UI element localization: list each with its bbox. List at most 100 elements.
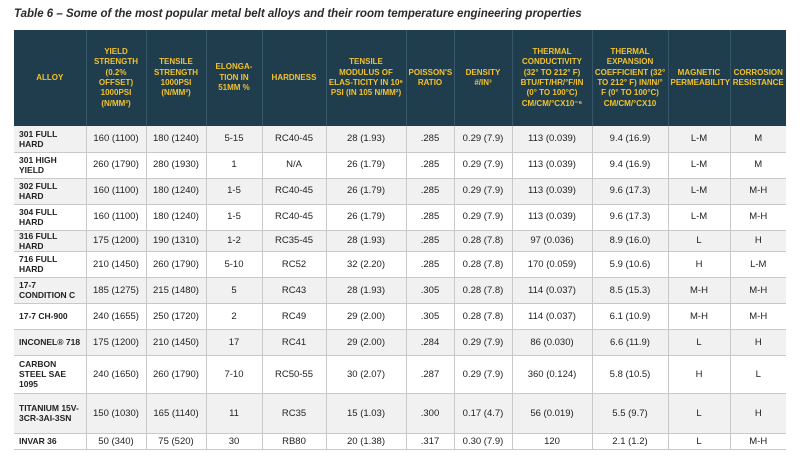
column-header: ELONGA-TION IN 51MM % xyxy=(206,30,263,126)
table-cell: 360 (0.124) xyxy=(512,355,593,394)
table-cell: H xyxy=(730,393,786,434)
table-cell: 1-5 xyxy=(206,204,263,231)
table-cell: 260 (1790) xyxy=(86,152,147,179)
table-cell: 29 (2.00) xyxy=(326,303,407,330)
table-row: 301 HIGH YIELD 260 (1790) 280 (1930) 1 N/A 26… xyxy=(14,152,786,179)
table-row: 716 FULL HARD 210 (1450) 260 (1790) 5-10 RC5… xyxy=(14,251,786,278)
table-cell: 2 xyxy=(206,303,263,330)
table-cell: 97 (0.036) xyxy=(512,230,593,252)
table-cell: 180 (1240) xyxy=(146,204,207,231)
table-cell: 50 (340) xyxy=(86,433,147,450)
table-row: INCONEL® 718 175 (1200) 210 (1450) 17 RC41 29… xyxy=(14,329,786,356)
alloy-name-cell: INVAR 36 xyxy=(14,433,87,450)
alloy-name-cell: 301 FULL HARD xyxy=(14,126,87,153)
table-cell: L-M xyxy=(668,178,731,205)
table-cell: 0.29 (7.9) xyxy=(454,152,513,179)
table-cell: L-M xyxy=(730,251,786,278)
table-cell: 210 (1450) xyxy=(146,329,207,356)
table-cell: 175 (1200) xyxy=(86,329,147,356)
column-header: THERMAL EXPANSION COEFFICIENT (32° TO 21… xyxy=(592,30,669,126)
table-cell: 0.29 (7.9) xyxy=(454,126,513,153)
table-cell: H xyxy=(668,251,731,278)
table-cell: 260 (1790) xyxy=(146,355,207,394)
table-row: INVAR 36 50 (340) 75 (520) 30 RB80 20 (1.38).… xyxy=(14,433,786,450)
table-cell: .285 xyxy=(406,178,455,205)
table-cell: RC40-45 xyxy=(262,126,327,153)
table-cell: 5.5 (9.7) xyxy=(592,393,669,434)
table-cell: 26 (1.79) xyxy=(326,152,407,179)
table-cell: 190 (1310) xyxy=(146,230,207,252)
table-cell: 6.6 (11.9) xyxy=(592,329,669,356)
table-cell: RB80 xyxy=(262,433,327,450)
table-cell: .305 xyxy=(406,277,455,304)
table-cell: M-H xyxy=(730,303,786,330)
table-cell: 210 (1450) xyxy=(86,251,147,278)
table-cell: .300 xyxy=(406,393,455,434)
table-cell: 150 (1030) xyxy=(86,393,147,434)
table-body: 301 FULL HARD 160 (1100) 180 (1240) 5-15 RC4… xyxy=(14,126,786,450)
alloy-name-cell: CARBON STEEL SAE 1095 xyxy=(14,355,87,394)
table-cell: 260 (1790) xyxy=(146,251,207,278)
table-cell: H xyxy=(730,329,786,356)
column-header: CORROSION RESISTANCE xyxy=(730,30,786,126)
table-cell: RC41 xyxy=(262,329,327,356)
column-header: HARDNESS xyxy=(262,30,327,126)
table-cell: L xyxy=(668,329,731,356)
column-header: THERMAL CONDUCTIVITY (32° TO 212° F) BTU… xyxy=(512,30,593,126)
table-cell: 0.28 (7.8) xyxy=(454,251,513,278)
alloy-name-cell: 716 FULL HARD xyxy=(14,251,87,278)
table-cell: 1-2 xyxy=(206,230,263,252)
header-row: ALLOY YIELD STRENGTH (0.2% OFFSET) 1000PS… xyxy=(14,30,786,126)
table-cell: 180 (1240) xyxy=(146,178,207,205)
table-row: 301 FULL HARD 160 (1100) 180 (1240) 5-15 RC4… xyxy=(14,126,786,153)
table-cell: 26 (1.79) xyxy=(326,178,407,205)
table-cell: 113 (0.039) xyxy=(512,204,593,231)
table-row: 302 FULL HARD 160 (1100) 180 (1240) 1-5 RC40… xyxy=(14,178,786,205)
table-cell: 215 (1480) xyxy=(146,277,207,304)
table-cell: 5-10 xyxy=(206,251,263,278)
table-cell: 0.29 (7.9) xyxy=(454,178,513,205)
column-header: YIELD STRENGTH (0.2% OFFSET) 1000PSI (N/… xyxy=(86,30,147,126)
table-cell: M xyxy=(730,152,786,179)
table-row: 304 FULL HARD 160 (1100) 180 (1240) 1-5 RC40… xyxy=(14,204,786,231)
table-cell: RC40-45 xyxy=(262,178,327,205)
table-cell: M-H xyxy=(668,303,731,330)
table-cell: H xyxy=(668,355,731,394)
table-cell: 0.29 (7.9) xyxy=(454,355,513,394)
table-cell: 160 (1100) xyxy=(86,178,147,205)
alloy-properties-table: ALLOY YIELD STRENGTH (0.2% OFFSET) 1000PS… xyxy=(14,30,786,450)
table-cell: 7-10 xyxy=(206,355,263,394)
table-row: 316 FULL HARD 175 (1200) 190 (1310) 1-2 RC35… xyxy=(14,230,786,252)
table-cell: 113 (0.039) xyxy=(512,152,593,179)
alloy-name-cell: 304 FULL HARD xyxy=(14,204,87,231)
table-cell: 9.4 (16.9) xyxy=(592,126,669,153)
table-cell: N/A xyxy=(262,152,327,179)
table-cell: 8.5 (15.3) xyxy=(592,277,669,304)
table-cell: RC35-45 xyxy=(262,230,327,252)
table-cell: 160 (1100) xyxy=(86,204,147,231)
table-cell: 75 (520) xyxy=(146,433,207,450)
alloy-name-cell: 301 HIGH YIELD xyxy=(14,152,87,179)
table-row: CARBON STEEL SAE 1095 240 (1650) 260 (1790… xyxy=(14,355,786,394)
column-header: POISSON'S RATIO xyxy=(406,30,455,126)
table-cell: RC35 xyxy=(262,393,327,434)
table-cell: H xyxy=(730,230,786,252)
table-cell: 113 (0.039) xyxy=(512,126,593,153)
table-cell: .285 xyxy=(406,251,455,278)
table-cell: .317 xyxy=(406,433,455,450)
table-cell: 0.29 (7.9) xyxy=(454,204,513,231)
table-cell: 11 xyxy=(206,393,263,434)
table-cell: 0.30 (7.9) xyxy=(454,433,513,450)
table-cell: 28 (1.93) xyxy=(326,126,407,153)
table-cell: 28 (1.93) xyxy=(326,277,407,304)
table-cell: 250 (1720) xyxy=(146,303,207,330)
table-cell: 240 (1650) xyxy=(86,355,147,394)
table-cell: 180 (1240) xyxy=(146,126,207,153)
table-cell: 5-15 xyxy=(206,126,263,153)
table-cell: 280 (1930) xyxy=(146,152,207,179)
table-cell: M-H xyxy=(730,204,786,231)
table-row: TITANIUM 15V-3CR-3AI-3SN 150 (1030) 165 (1… xyxy=(14,393,786,434)
table-cell: .285 xyxy=(406,152,455,179)
table-cell: 170 (0.059) xyxy=(512,251,593,278)
table-cell: 26 (1.79) xyxy=(326,204,407,231)
